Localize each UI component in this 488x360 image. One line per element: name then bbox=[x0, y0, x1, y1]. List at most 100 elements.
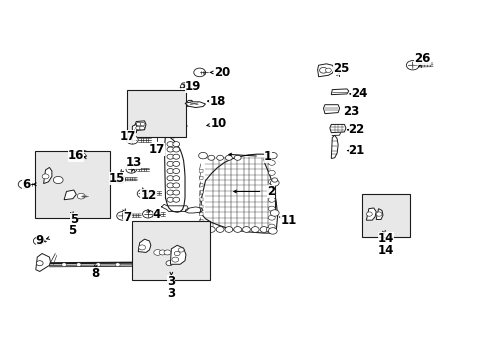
Text: 12: 12 bbox=[140, 189, 156, 202]
Text: 7: 7 bbox=[123, 211, 131, 224]
Circle shape bbox=[172, 183, 179, 188]
Circle shape bbox=[96, 263, 101, 266]
Circle shape bbox=[207, 155, 214, 160]
Circle shape bbox=[151, 211, 160, 218]
Polygon shape bbox=[199, 205, 203, 209]
Circle shape bbox=[142, 210, 153, 218]
Text: 6: 6 bbox=[22, 178, 31, 191]
Circle shape bbox=[172, 197, 179, 202]
Circle shape bbox=[172, 161, 179, 166]
Circle shape bbox=[166, 197, 173, 202]
Circle shape bbox=[159, 250, 165, 255]
Circle shape bbox=[251, 226, 259, 232]
Circle shape bbox=[270, 180, 279, 186]
Circle shape bbox=[33, 237, 44, 245]
Circle shape bbox=[271, 178, 277, 182]
Text: 23: 23 bbox=[342, 105, 358, 118]
Polygon shape bbox=[199, 198, 203, 202]
Circle shape bbox=[126, 165, 137, 173]
Polygon shape bbox=[199, 212, 203, 216]
Circle shape bbox=[79, 153, 86, 158]
Circle shape bbox=[406, 60, 418, 70]
Circle shape bbox=[172, 190, 179, 195]
Text: 4: 4 bbox=[152, 208, 161, 221]
Circle shape bbox=[154, 249, 161, 255]
Circle shape bbox=[234, 155, 241, 160]
Polygon shape bbox=[64, 190, 76, 200]
Circle shape bbox=[139, 245, 145, 250]
Circle shape bbox=[166, 190, 173, 195]
Circle shape bbox=[225, 155, 232, 160]
Text: 8: 8 bbox=[91, 267, 100, 280]
Text: 15: 15 bbox=[108, 172, 124, 185]
Text: 16: 16 bbox=[68, 149, 84, 162]
Text: 17: 17 bbox=[148, 143, 164, 157]
Polygon shape bbox=[132, 125, 137, 134]
Text: 13: 13 bbox=[125, 156, 141, 169]
Polygon shape bbox=[165, 253, 175, 271]
Text: 21: 21 bbox=[348, 144, 364, 157]
Polygon shape bbox=[329, 125, 345, 133]
Circle shape bbox=[172, 176, 179, 181]
Circle shape bbox=[268, 224, 275, 229]
Polygon shape bbox=[36, 253, 50, 271]
Circle shape bbox=[268, 152, 277, 159]
Text: 25: 25 bbox=[332, 62, 348, 75]
Polygon shape bbox=[170, 245, 185, 264]
Circle shape bbox=[172, 147, 179, 152]
Circle shape bbox=[166, 183, 173, 188]
Circle shape bbox=[178, 248, 183, 252]
Text: 20: 20 bbox=[214, 66, 230, 79]
Circle shape bbox=[117, 212, 128, 220]
Circle shape bbox=[152, 263, 157, 266]
Circle shape bbox=[137, 189, 149, 198]
Circle shape bbox=[61, 263, 66, 266]
Circle shape bbox=[172, 154, 179, 159]
Text: 3: 3 bbox=[167, 275, 175, 288]
Circle shape bbox=[126, 135, 138, 144]
Circle shape bbox=[166, 154, 173, 159]
Circle shape bbox=[268, 188, 275, 193]
Polygon shape bbox=[199, 184, 203, 187]
Circle shape bbox=[166, 141, 173, 147]
Polygon shape bbox=[199, 176, 203, 180]
Circle shape bbox=[140, 126, 144, 130]
Circle shape bbox=[180, 84, 185, 88]
Circle shape bbox=[53, 176, 63, 184]
Text: 17: 17 bbox=[119, 130, 135, 144]
Polygon shape bbox=[199, 169, 203, 173]
Circle shape bbox=[136, 122, 141, 126]
Text: 26: 26 bbox=[413, 51, 430, 64]
Circle shape bbox=[268, 197, 275, 202]
Polygon shape bbox=[366, 208, 375, 220]
Text: 18: 18 bbox=[209, 95, 225, 108]
Circle shape bbox=[140, 122, 145, 126]
Text: 14: 14 bbox=[377, 244, 393, 257]
Circle shape bbox=[266, 226, 274, 232]
Polygon shape bbox=[330, 135, 337, 158]
Circle shape bbox=[268, 170, 275, 175]
Text: 5: 5 bbox=[70, 213, 78, 226]
Circle shape bbox=[216, 155, 223, 160]
Text: 14: 14 bbox=[377, 231, 393, 244]
Circle shape bbox=[268, 206, 275, 211]
Circle shape bbox=[319, 67, 327, 73]
Polygon shape bbox=[323, 105, 339, 114]
Circle shape bbox=[268, 228, 277, 234]
Circle shape bbox=[207, 226, 215, 232]
Circle shape bbox=[166, 161, 173, 166]
Circle shape bbox=[216, 226, 224, 232]
Circle shape bbox=[198, 228, 207, 234]
Text: 5: 5 bbox=[68, 224, 77, 237]
Text: 10: 10 bbox=[211, 117, 227, 130]
Circle shape bbox=[172, 168, 179, 174]
Text: 22: 22 bbox=[348, 123, 364, 136]
Circle shape bbox=[375, 212, 381, 216]
Bar bbox=[361, 194, 409, 237]
Text: 9: 9 bbox=[36, 234, 44, 247]
Circle shape bbox=[270, 210, 279, 216]
Text: 2: 2 bbox=[267, 185, 275, 198]
Text: 3: 3 bbox=[167, 287, 175, 300]
Text: 11: 11 bbox=[280, 214, 296, 227]
Polygon shape bbox=[135, 121, 146, 131]
